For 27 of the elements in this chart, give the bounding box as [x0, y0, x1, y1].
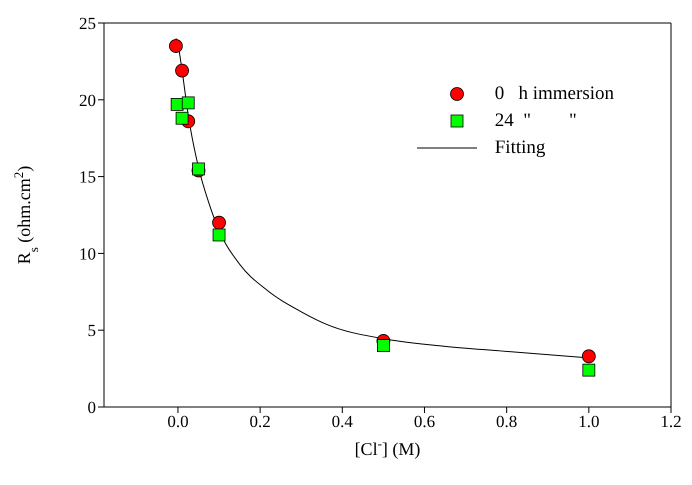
- y-tick-label: 15: [79, 168, 96, 187]
- point: [582, 364, 596, 377]
- point: [175, 64, 189, 78]
- y-tick-label: 0: [88, 398, 96, 418]
- point: [182, 96, 195, 110]
- x-tick-label: 0.0: [167, 412, 189, 432]
- point: [169, 39, 183, 53]
- y-tick-label: 10: [79, 244, 96, 264]
- legend-label: Fitting: [494, 136, 546, 158]
- point: [582, 349, 596, 364]
- y-tick-label: 20: [79, 90, 96, 110]
- legend-label: 24 " ": [494, 110, 577, 132]
- x-tick-label: 0.6: [414, 412, 436, 432]
- x-tick-label: 1.2: [660, 412, 682, 432]
- x-axis-title: [Cl$^{-}$] (M): [354, 436, 420, 459]
- point: [376, 339, 390, 352]
- x-tick-label: 0.2: [250, 412, 271, 432]
- x-tick-label: 0.8: [496, 412, 518, 432]
- point: [176, 112, 188, 125]
- point: [212, 216, 226, 230]
- point: [212, 228, 226, 242]
- y-tick-label: 25: [79, 14, 96, 34]
- y-tick-label: 5: [88, 321, 96, 340]
- point: [170, 98, 184, 111]
- x-tick-label: 0.4: [332, 412, 354, 432]
- legend-label: 0 h immersion: [494, 82, 614, 104]
- x-tick-label: 1.0: [578, 412, 600, 432]
